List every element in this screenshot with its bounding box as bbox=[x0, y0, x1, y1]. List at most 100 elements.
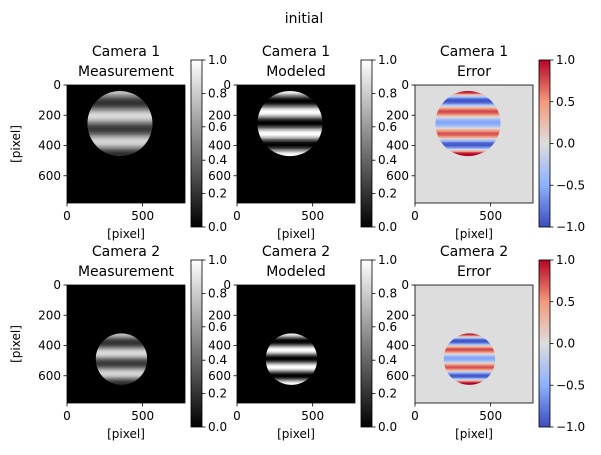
panel-modeled: Camera 2 Modeled 0 200 400 600 0 500 [pixel] 0.0 0… bbox=[208, 244, 397, 441]
panel-title-line-2: Error bbox=[457, 64, 491, 80]
fringe-band bbox=[95, 353, 148, 356]
fringe-band bbox=[443, 366, 496, 369]
colorbar-tick-label: 0.8 bbox=[208, 86, 227, 100]
fringe-band bbox=[95, 362, 148, 365]
fringe-band bbox=[87, 115, 153, 118]
y-axis-label: [pixel] bbox=[9, 125, 23, 163]
fringe-band bbox=[435, 124, 501, 128]
fringe-band bbox=[443, 339, 496, 341]
fringe-band bbox=[265, 346, 318, 349]
fringe-band bbox=[443, 344, 496, 347]
panel-title-line-1: Camera 2 bbox=[262, 244, 330, 260]
fringe-band bbox=[265, 368, 318, 370]
colorbar-frame bbox=[360, 59, 373, 228]
colorbar-tick-label: −1.0 bbox=[556, 220, 585, 234]
fringe-band bbox=[265, 334, 318, 337]
fringe-band bbox=[95, 359, 148, 361]
colorbar-tick-label: −0.5 bbox=[556, 178, 585, 192]
fringe-band bbox=[95, 351, 148, 354]
fringe-band bbox=[435, 140, 501, 143]
fringe-band bbox=[95, 366, 148, 369]
fringe-band bbox=[443, 369, 496, 371]
fringe-band bbox=[435, 99, 501, 102]
fringe-band bbox=[443, 340, 496, 342]
fringe-band bbox=[265, 344, 318, 347]
fringe-band bbox=[87, 113, 153, 116]
fringe-band bbox=[443, 365, 496, 368]
fringe-band bbox=[435, 149, 501, 152]
fringe-band bbox=[87, 105, 153, 108]
fringe-band bbox=[443, 341, 496, 343]
colorbar-tick-label: 0.4 bbox=[208, 153, 227, 167]
fringe-band bbox=[435, 150, 501, 153]
fringe-band bbox=[87, 110, 153, 113]
colorbar bbox=[361, 60, 372, 227]
fringe-band bbox=[257, 93, 323, 96]
axes-frame bbox=[66, 84, 186, 204]
fringe-band bbox=[435, 153, 501, 156]
fringe-band bbox=[95, 340, 148, 342]
fringe-band bbox=[95, 344, 148, 347]
fringe-disk bbox=[257, 91, 323, 157]
fringe-band bbox=[443, 382, 496, 385]
fringe-band bbox=[87, 92, 153, 95]
y-tick-label: 400 bbox=[386, 139, 409, 153]
y-tick-label: 200 bbox=[386, 108, 409, 122]
y-tick-label: 400 bbox=[38, 139, 61, 153]
y-tick-label: 200 bbox=[38, 108, 61, 122]
fringe-band bbox=[95, 365, 148, 368]
fringe-band bbox=[435, 100, 501, 103]
fringe-band bbox=[265, 354, 318, 357]
colorbar-tick-label: 1.0 bbox=[378, 253, 397, 267]
x-axis-label: [pixel] bbox=[455, 227, 493, 241]
fringe-band bbox=[87, 123, 153, 126]
fringe-band bbox=[443, 361, 496, 364]
fringe-band bbox=[435, 108, 501, 111]
fringe-band bbox=[257, 144, 323, 147]
y-tick-label: 400 bbox=[208, 339, 231, 353]
fringe-band bbox=[257, 96, 323, 99]
fringe-band bbox=[257, 112, 323, 115]
colorbar bbox=[191, 60, 202, 227]
colorbar-tick-label: 0.0 bbox=[208, 420, 227, 434]
fringe-band bbox=[87, 129, 153, 132]
fringe-band bbox=[87, 112, 153, 115]
fringe-band bbox=[95, 370, 148, 373]
y-tick-label: 200 bbox=[386, 308, 409, 322]
fringe-band bbox=[265, 382, 318, 385]
fringe-band bbox=[257, 137, 323, 140]
fringe-band bbox=[265, 335, 318, 338]
y-tick-label: 0 bbox=[223, 78, 231, 92]
fringe-band bbox=[87, 120, 153, 123]
fringe-band bbox=[257, 154, 323, 157]
colorbar-tick-label: 1.0 bbox=[208, 253, 227, 267]
colorbar-tick-label: 0.2 bbox=[208, 187, 227, 201]
fringe-band bbox=[443, 364, 496, 367]
fringe-band bbox=[435, 119, 501, 122]
fringe-band bbox=[265, 375, 318, 378]
fringe-band bbox=[257, 132, 323, 135]
fringe-band bbox=[95, 355, 148, 358]
fringe-band bbox=[257, 91, 323, 94]
colorbar-tick-label: 0.6 bbox=[208, 120, 227, 134]
fringe-band bbox=[435, 109, 501, 112]
fringe-band bbox=[257, 140, 323, 143]
fringe-band bbox=[87, 139, 153, 142]
fringe-band bbox=[443, 343, 496, 346]
fringe-band bbox=[95, 343, 148, 346]
panel-title-line-1: Camera 2 bbox=[92, 244, 160, 260]
fringe-band bbox=[257, 146, 323, 149]
fringe-band bbox=[443, 378, 496, 380]
fringe-band bbox=[257, 98, 323, 101]
fringe-band bbox=[265, 372, 318, 375]
fringe-band bbox=[257, 113, 323, 116]
fringe-band bbox=[95, 368, 148, 370]
fringe-disk bbox=[443, 333, 496, 385]
fringe-band bbox=[95, 372, 148, 375]
fringe-band bbox=[443, 375, 496, 378]
fringe-band bbox=[95, 354, 148, 357]
fringe-band bbox=[95, 342, 148, 345]
panel-title-line-2: Modeled bbox=[266, 64, 326, 80]
y-tick-label: 0 bbox=[223, 278, 231, 292]
fringe-band bbox=[95, 336, 148, 339]
